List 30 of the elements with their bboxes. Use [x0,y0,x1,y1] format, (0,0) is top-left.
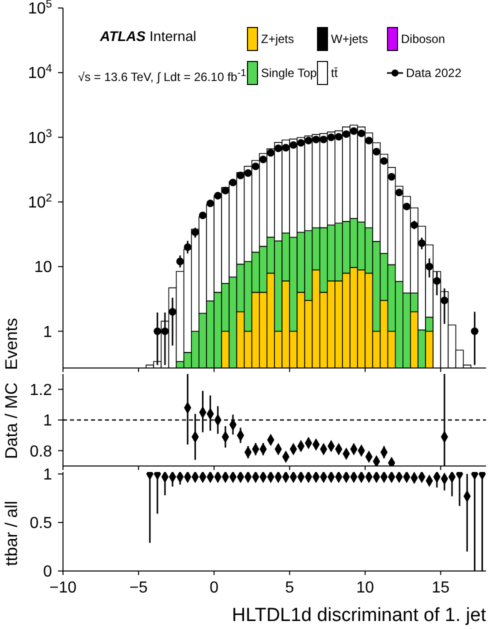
y-tick-label: 10 [34,259,52,276]
x-axis-title: HLTDL1d discriminant of 1. jet [232,605,486,627]
y-tick-label: 0.5 [30,515,52,532]
x-tick-label: 10 [356,580,374,597]
legend-label: Z+jets [261,32,294,46]
legend-label: W+jets [331,32,368,46]
y-tick-label: 1 [43,466,52,484]
y-axis-title: Data / MC [2,382,22,460]
y-tick-label: 1 [43,324,52,341]
x-tick-label: −10 [49,580,77,597]
y-tick-label: 0 [43,564,52,581]
y-tick-label: 1 [43,412,52,430]
x-tick-label: −5 [129,580,148,597]
legend-label: Diboson [401,32,446,46]
y-tick-label: 1.2 [30,382,52,399]
x-tick-label: 15 [432,580,450,597]
y-tick-label: 10$^{5}$ [28,0,52,18]
legend-label: Data 2022 [406,66,462,80]
annotation: ATLAS Internal [100,28,196,44]
y-tick-label: 10$^{4}$ [28,63,52,82]
legend-label: tt̄ [331,66,338,80]
y-tick-label: 0.8 [30,443,52,460]
y-tick-label: 10$^{2}$ [28,192,52,212]
x-tick-label: 0 [210,580,219,597]
y-axis-title: ttbar / all [2,500,22,566]
legend-label: Single Top [261,66,317,80]
y-axis-title: Events [2,318,22,370]
annotation: √s = 13.6 TeV, ∫ Ldt = 26.10 fb$^{-1}$ [78,68,246,84]
x-tick-label: 5 [285,580,294,597]
y-tick-label: 10$^{3}$ [28,128,52,147]
